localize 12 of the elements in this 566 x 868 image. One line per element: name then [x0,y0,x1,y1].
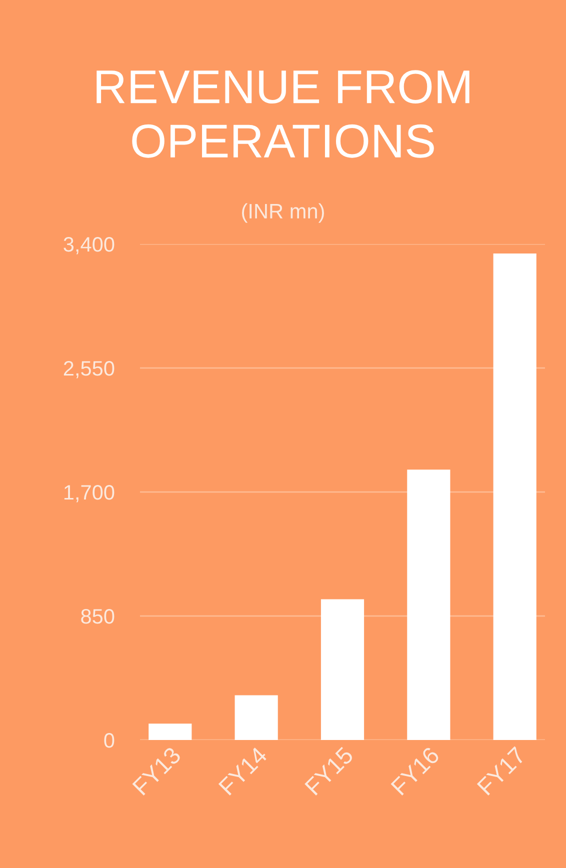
y-tick-label: 1,700 [64,485,114,502]
y-tick-label: 2,550 [64,361,114,378]
bar [320,599,364,740]
chart-subtitle: (INR mn) [242,203,324,223]
y-tick-label: 0 [104,733,114,748]
bar [234,695,278,740]
bar [407,470,450,740]
y-tick-label: 850 [81,609,114,624]
bar [493,253,536,740]
y-tick-label: 3,400 [64,237,114,254]
chart-title: REVENUE FROM OPERATIONS [96,70,470,158]
bar [148,724,192,740]
